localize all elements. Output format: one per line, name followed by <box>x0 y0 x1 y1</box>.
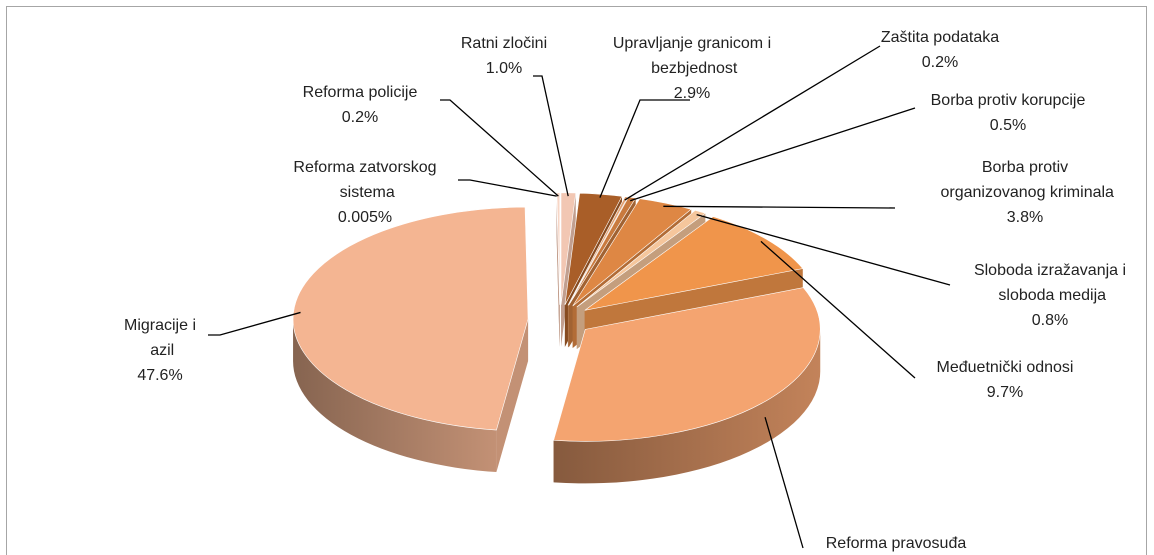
label-line: Reforma policije <box>303 84 418 101</box>
label-category: Reforma zatvorskog sistema <box>293 159 436 201</box>
slice <box>560 192 577 347</box>
label-category: Sloboda izražavanja i sloboda medija <box>974 262 1126 304</box>
slice-top <box>560 192 577 305</box>
label-line: Zaštita podataka <box>881 29 999 46</box>
leader-line <box>630 107 916 202</box>
slice-top <box>572 198 692 307</box>
label-line: organizovanog kriminala <box>936 184 1114 201</box>
slice-top <box>292 206 529 431</box>
slice-top <box>553 287 821 442</box>
label-category: Migracije i azil <box>124 317 196 359</box>
label-category: Reforma policije <box>303 84 418 101</box>
slice-top <box>584 216 804 311</box>
label-line: Borba protiv korupcije <box>931 92 1086 109</box>
leader-line <box>696 213 951 286</box>
leader-line <box>663 205 896 209</box>
leader-line <box>208 311 301 336</box>
label-line: bezbjednost <box>647 60 738 77</box>
label-value: 0.5% <box>990 117 1026 134</box>
label-value: 2.9% <box>674 85 710 102</box>
leader-line <box>458 179 557 197</box>
label-category: Zaštita podataka <box>881 29 999 46</box>
label-line: Međuetnički odnosi <box>937 359 1074 376</box>
slice <box>292 206 529 473</box>
label-value: 47.6% <box>137 367 182 384</box>
slice <box>556 192 560 347</box>
label-category: Borba protiv korupcije <box>931 92 1086 109</box>
slice-top <box>576 209 706 308</box>
slice-face <box>561 192 576 347</box>
label-category: Borba protiv organizovanog kriminala <box>936 159 1114 201</box>
leader-line <box>764 416 804 549</box>
label-line: sistema <box>335 184 395 201</box>
leader-line <box>599 99 690 198</box>
label-category: Reforma pravosuđa <box>826 535 967 552</box>
slice-side <box>553 329 821 484</box>
label-line: Migracije i <box>124 317 196 334</box>
slice-top <box>567 196 629 306</box>
slice <box>553 287 821 484</box>
label-line: Ratni zločini <box>461 35 547 52</box>
label-value: 0.2% <box>922 54 958 71</box>
label-value: 9.7% <box>987 384 1023 401</box>
label-line: Sloboda izražavanja i <box>974 262 1126 279</box>
label-value: 0.2% <box>342 109 378 126</box>
leader-line <box>440 99 559 197</box>
label-value: 3.8% <box>1007 209 1043 226</box>
label-line: azil <box>146 342 174 359</box>
label-value: 1.0% <box>486 60 522 77</box>
slice-face <box>496 319 529 473</box>
label-line: sloboda medija <box>994 287 1106 304</box>
leader-line <box>533 75 569 197</box>
leader-line <box>760 240 916 379</box>
label-line: Upravljanje granicom i <box>613 35 771 52</box>
leader-line <box>624 45 881 201</box>
label-value: 0.8% <box>1032 312 1068 329</box>
label-value: 0.005% <box>338 209 392 226</box>
slice-side <box>293 319 497 473</box>
label-line: Reforma pravosuđa <box>826 535 967 552</box>
label-line: Reforma zatvorskog <box>293 159 436 176</box>
label-line: Borba protiv <box>982 159 1068 176</box>
label-category: Ratni zločini <box>461 35 547 52</box>
slice-top <box>556 192 560 305</box>
label-category: Upravljanje granicom i bezbjednost <box>613 35 771 77</box>
label-category: Međuetnički odnosi <box>937 359 1074 376</box>
